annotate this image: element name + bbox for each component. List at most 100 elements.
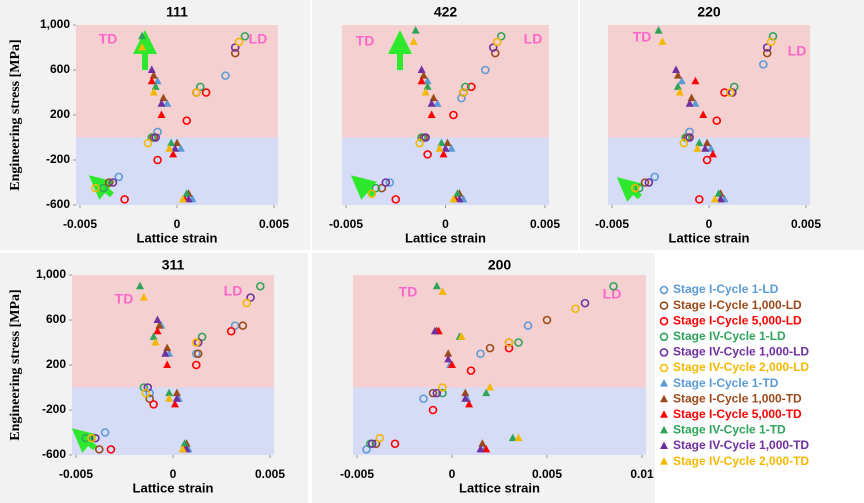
annotation-ld: LD [524,31,543,47]
x-axis-label: Lattice strain [137,230,218,245]
x-tick-label: -0.005 [63,217,97,231]
data-point [197,332,207,342]
data-point [367,439,377,449]
legend-label: Stage I-Cycle 1-TD [673,376,779,390]
data-point [461,388,470,397]
data-point [165,144,174,152]
x-tick-label: 0 [706,217,713,231]
data-point [423,76,432,85]
legend-marker [659,348,669,357]
x-axis-label: Lattice strain [405,230,486,245]
y-tick-label: 600 [46,312,66,326]
x-tick-label: 0.005 [532,467,562,481]
tension-region [76,25,278,138]
data-point [390,439,400,449]
data-point [423,82,432,90]
data-point [514,433,523,442]
legend-label: Stage I-Cycle 5,000-TD [673,407,802,421]
data-point [419,71,428,79]
data-point [759,60,768,69]
chart-title: 111 [166,4,188,20]
data-point [443,138,452,147]
data-point [480,65,490,75]
y-tick-label: 200 [46,357,66,371]
data-point [176,144,185,152]
y-axis-label: Engineering stress [MPa] [8,39,23,190]
legend-marker [660,379,668,387]
data-point [439,149,448,158]
data-point [409,37,418,45]
data-point [488,43,498,52]
data-point [640,178,650,187]
data-point [375,433,385,443]
data-point [151,82,160,90]
data-point [482,444,491,453]
data-point [163,343,172,352]
data-point [677,76,686,85]
data-point [419,394,428,404]
data-point [153,315,162,323]
tension-region [353,275,646,388]
data-point [415,138,424,148]
data-point [230,43,240,52]
y-tick-label: -200 [46,152,70,166]
x-tick-label: 0.005 [259,217,289,231]
data-point [184,194,193,203]
data-point [147,133,157,142]
data-point [429,93,438,102]
data-point [476,349,485,359]
data-point [201,88,211,97]
arrow [71,428,98,453]
data-point [377,183,387,193]
chart-title: 200 [488,257,512,273]
legend-label: Stage IV-Cycle 1,000-LD [673,345,809,359]
data-point [367,189,377,199]
data-point [708,149,717,158]
annotation-td: TD [399,284,418,300]
x-tick-label: 0 [174,217,181,231]
annotation-td: TD [99,31,118,47]
data-point [514,338,523,347]
data-point [687,93,696,102]
legend-label: Stage IV-Cycle 1,000-TD [673,438,809,452]
data-point [523,321,533,330]
data-point [104,178,114,187]
data-point [147,76,156,85]
data-point [703,138,712,147]
data-point [173,138,181,147]
data-point [444,354,453,363]
data-point [486,383,494,391]
data-point [701,144,710,152]
data-point [120,195,129,204]
data-point [167,138,176,147]
data-point [149,400,158,409]
x-tick-label: -0.005 [59,467,93,481]
data-point [417,76,426,85]
data-point [492,37,502,47]
legend-label: Stage I-Cycle 1,000-LD [673,298,802,312]
legend-marker [660,457,668,465]
annotation-ld: LD [603,286,622,302]
data-point [238,321,248,330]
data-point [694,195,704,204]
data-point [421,133,430,142]
tension-region [608,25,810,138]
data-point [485,343,495,353]
data-point [106,445,116,454]
y-tick-label: -200 [42,402,66,416]
data-point [114,172,124,182]
data-point [672,65,681,73]
legend-label: Stage I-Cycle 5,000-LD [673,313,802,327]
data-point [163,360,172,368]
annotation-ld: LD [224,283,243,299]
data-point [482,388,491,397]
data-point [234,37,244,47]
data-point [438,383,447,392]
compression-region [72,387,274,455]
y-tick-label: 1,000 [40,17,70,31]
data-point [453,189,462,197]
data-point [149,71,158,79]
data-point [149,88,158,96]
data-point [437,138,446,147]
data-point [427,110,436,118]
